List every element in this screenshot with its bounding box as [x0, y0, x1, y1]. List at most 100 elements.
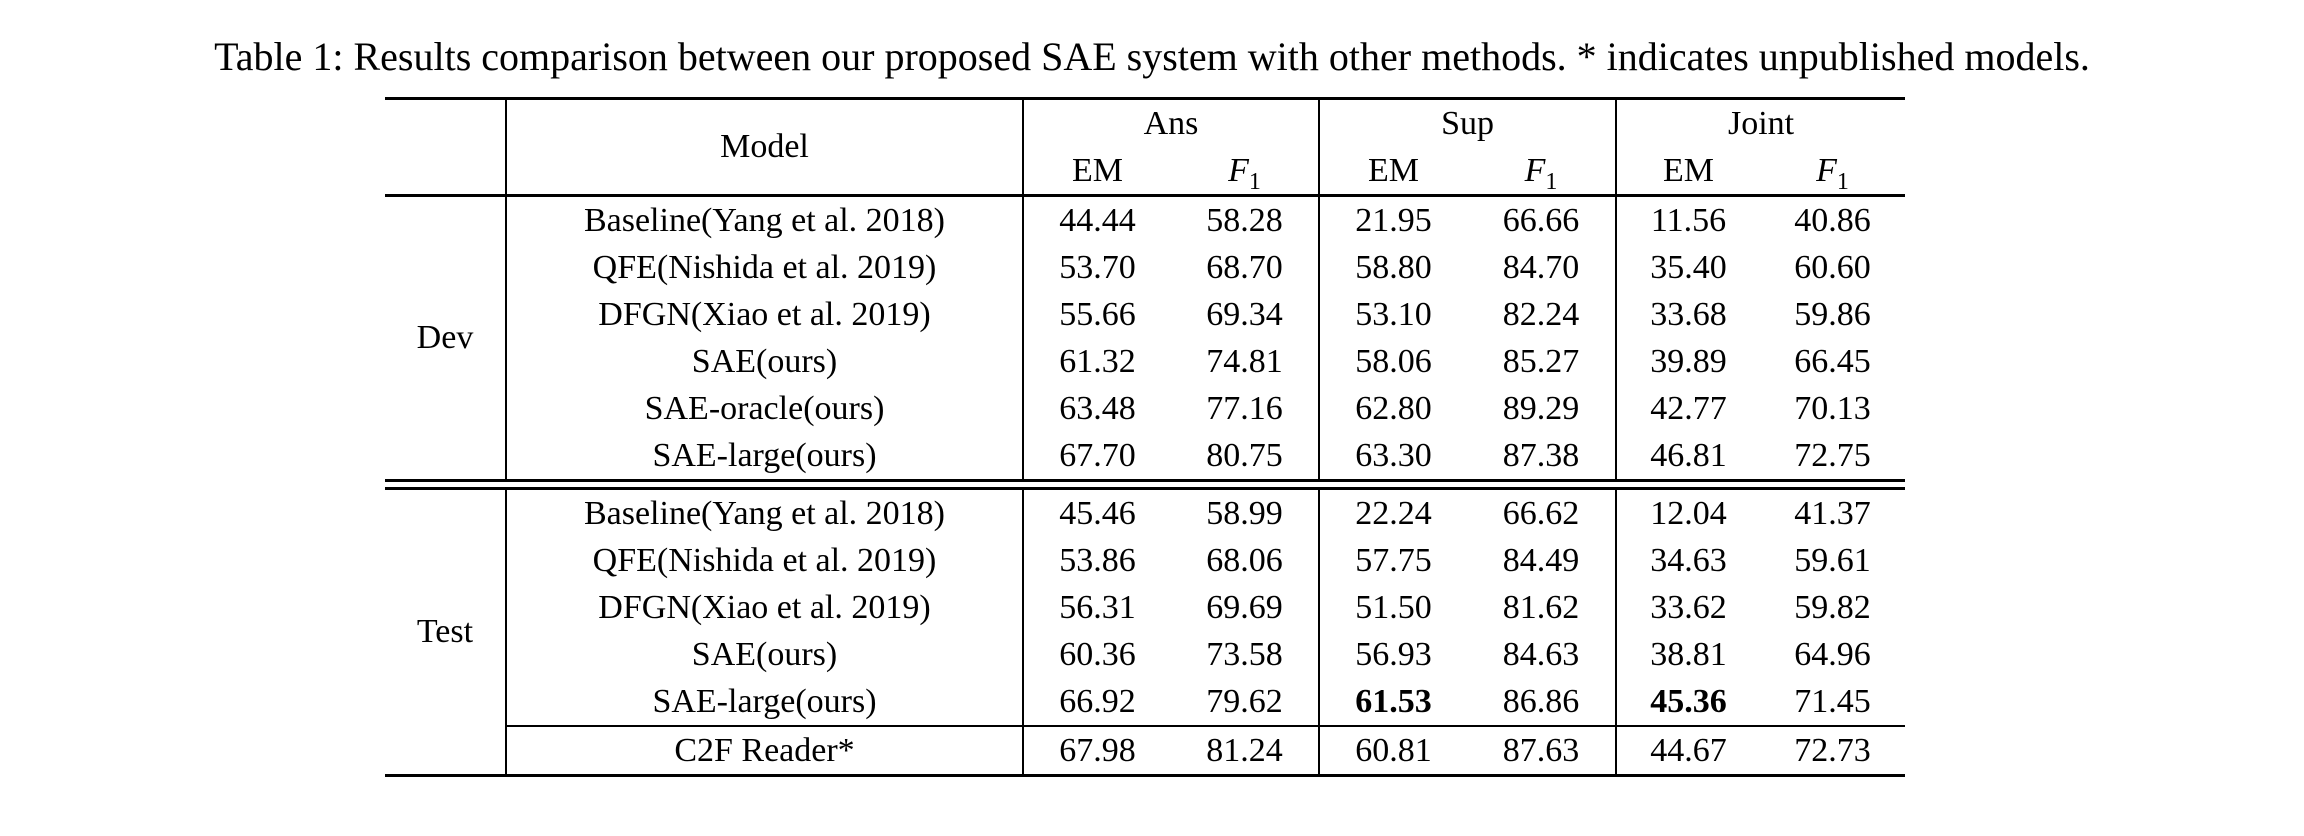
- cell-value: 33.68: [1650, 295, 1727, 333]
- cell-value: 58.28: [1171, 195, 1321, 244]
- cell-value: 72.73: [1760, 725, 1906, 777]
- cell-value: 84.49: [1467, 537, 1618, 584]
- header-model: Model: [506, 97, 1024, 197]
- cell-model: SAE-large(ours): [506, 678, 1024, 726]
- cell-value: 53.70: [1059, 248, 1136, 286]
- table-row: DFGN(Xiao et al. 2019) 55.66 69.34 53.10…: [385, 291, 1905, 338]
- header-row-groups: Model Ans Sup Joint: [385, 97, 1906, 197]
- cell-model: DFGN(Xiao et al. 2019): [506, 584, 1024, 631]
- cell-value: 21.95: [1355, 201, 1432, 239]
- cell-value: 70.13: [1794, 389, 1871, 427]
- cell-value: 11.56: [1650, 201, 1727, 239]
- cell-value: 60.36: [1059, 635, 1136, 673]
- cell-value: 46.81: [1650, 436, 1727, 474]
- cell-value: 80.75: [1171, 432, 1321, 481]
- cell-value: 63.48: [1059, 389, 1136, 427]
- cell-model: Baseline(Yang et al. 2018): [506, 488, 1024, 537]
- table-row: DFGN(Xiao et al. 2019) 56.31 69.69 51.50…: [385, 584, 1905, 631]
- table-row: SAE(ours) 60.36 73.58 56.93 84.63 38.81 …: [385, 631, 1905, 678]
- header-group-joint: Joint: [1616, 97, 1906, 147]
- cell-value: 57.75: [1355, 541, 1432, 579]
- cell-model: C2F Reader*: [506, 725, 1024, 777]
- table-row: Dev Baseline(Yang et al. 2018) 44.44 58.…: [385, 195, 1905, 481]
- cell-value: 56.31: [1059, 588, 1136, 626]
- cell-value: 56.93: [1355, 635, 1432, 673]
- cell-value: 81.24: [1171, 725, 1321, 777]
- cell-value: 44.44: [1059, 201, 1136, 239]
- cell-model: SAE-large(ours): [506, 432, 1024, 481]
- cell-value-best: 61.53: [1355, 682, 1432, 720]
- table-row: SAE-large(ours) 67.70 80.75 63.30 87.38 …: [385, 432, 1905, 481]
- cell-value: 87.38: [1467, 432, 1618, 481]
- cell-value: 59.82: [1794, 588, 1871, 626]
- cell-value: 60.81: [1319, 725, 1468, 777]
- cell-value: 86.86: [1467, 678, 1618, 726]
- cell-value: 72.75: [1794, 436, 1871, 474]
- cell-value: 58.80: [1355, 248, 1432, 286]
- cell-value: 35.40: [1650, 248, 1727, 286]
- cell-value: 82.24: [1467, 291, 1618, 338]
- section-divider: [385, 479, 1906, 490]
- cell-value: 53.10: [1355, 295, 1432, 333]
- cell-value: 51.50: [1355, 588, 1432, 626]
- cell-value: 66.66: [1467, 195, 1618, 244]
- results-table: Model Ans Sup Joint EM F1 EM F1 EM F1 De…: [385, 97, 1906, 777]
- cell-value: 71.45: [1794, 682, 1871, 720]
- cell-value: 84.63: [1467, 631, 1618, 678]
- table-row: SAE-large(ours) 66.92 79.62 61.53 86.86 …: [385, 678, 1905, 726]
- cell-value: 89.29: [1467, 385, 1618, 432]
- double-rule: [385, 479, 1906, 490]
- cell-value: 63.30: [1355, 436, 1432, 474]
- cell-value: 55.66: [1059, 295, 1136, 333]
- cell-value: 74.81: [1171, 338, 1321, 385]
- header-joint-f1: F1: [1760, 147, 1906, 197]
- header-sup-em: EM: [1319, 147, 1468, 197]
- cell-value: 58.99: [1171, 488, 1321, 537]
- cell-model: QFE(Nishida et al. 2019): [506, 244, 1024, 291]
- header-joint-em: EM: [1616, 147, 1761, 197]
- table-row: QFE(Nishida et al. 2019) 53.70 68.70 58.…: [385, 244, 1905, 291]
- cell-value: 67.70: [1059, 436, 1136, 474]
- section-label-dev: Dev: [385, 195, 507, 481]
- cell-value: 60.60: [1794, 248, 1871, 286]
- cell-value: 62.80: [1355, 389, 1432, 427]
- cell-value: 66.45: [1794, 342, 1871, 380]
- table-row: QFE(Nishida et al. 2019) 53.86 68.06 57.…: [385, 537, 1905, 584]
- cell-model: DFGN(Xiao et al. 2019): [506, 291, 1024, 338]
- header-ans-f1: F1: [1171, 147, 1321, 197]
- cell-value: 58.06: [1355, 342, 1432, 380]
- table-caption: Table 1: Results comparison between our …: [214, 34, 2090, 79]
- cell-value: 68.06: [1171, 537, 1321, 584]
- cell-value: 53.86: [1059, 541, 1136, 579]
- cell-value: 77.16: [1171, 385, 1321, 432]
- corner-cell: [385, 97, 507, 197]
- cell-value: 40.86: [1794, 201, 1871, 239]
- cell-value: 22.24: [1355, 494, 1432, 532]
- header-ans-em: EM: [1023, 147, 1171, 197]
- header-row-metrics: EM F1 EM F1 EM F1: [385, 147, 1906, 197]
- header-sup-f1: F1: [1467, 147, 1618, 197]
- table-row: SAE(ours) 61.32 74.81 58.06 85.27 39.89 …: [385, 338, 1905, 385]
- cell-model: Baseline(Yang et al. 2018): [506, 195, 1024, 244]
- cell-value-best: 45.36: [1650, 682, 1727, 720]
- cell-value: 42.77: [1650, 389, 1727, 427]
- section-label-test: Test: [385, 488, 507, 777]
- cell-value: 79.62: [1171, 678, 1321, 726]
- table-row: Test Baseline(Yang et al. 2018) 45.46 58…: [385, 488, 1905, 777]
- cell-value: 64.96: [1794, 635, 1871, 673]
- cell-value: 12.04: [1650, 494, 1727, 532]
- header-group-sup: Sup: [1319, 97, 1618, 147]
- results-table-wrap: Model Ans Sup Joint EM F1 EM F1 EM F1 De…: [385, 97, 1906, 777]
- cell-value: 41.37: [1794, 494, 1871, 532]
- cell-value: 66.62: [1467, 488, 1618, 537]
- cell-model: QFE(Nishida et al. 2019): [506, 537, 1024, 584]
- cell-value: 67.98: [1023, 725, 1171, 777]
- cell-value: 38.81: [1650, 635, 1727, 673]
- cell-value: 66.92: [1059, 682, 1136, 720]
- cell-value: 87.63: [1467, 725, 1618, 777]
- cell-value: 69.34: [1171, 291, 1321, 338]
- cell-model: SAE(ours): [506, 338, 1024, 385]
- cell-value: 45.46: [1059, 494, 1136, 532]
- table-row: C2F Reader* 67.98 81.24 60.81 87.63 44.6…: [385, 725, 1906, 777]
